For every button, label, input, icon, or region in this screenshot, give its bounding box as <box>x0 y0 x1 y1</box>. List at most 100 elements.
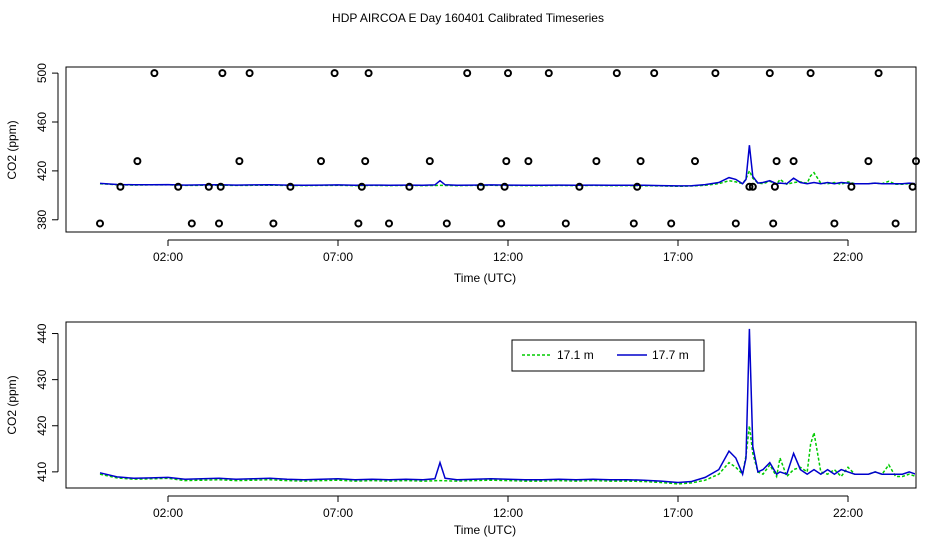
flag-point <box>633 182 642 191</box>
flag-point <box>215 219 223 228</box>
x-tick-label: 17:00 <box>663 250 693 264</box>
flag-point <box>847 182 856 191</box>
panel-bottom: 02:00 07:00 12:00 17:00 22:00 410 420 430 440 T… <box>5 321 917 537</box>
flag-point <box>357 182 366 191</box>
flag-point <box>150 69 159 78</box>
flag-point <box>463 69 472 78</box>
flag-point <box>769 219 778 228</box>
flag-point <box>364 69 373 78</box>
flag-point <box>524 157 533 166</box>
x-tick-label: 02:00 <box>153 250 183 264</box>
flag-point <box>425 157 434 166</box>
legend-label-17-1m: 17.1 m <box>557 348 594 362</box>
flag-point <box>204 182 213 191</box>
y-axis-title-bottom: CO2 (ppm) <box>5 375 19 434</box>
flag-point <box>502 157 511 166</box>
y-axis-top: 380 420 460 500 <box>35 63 59 230</box>
flag-point <box>286 182 295 191</box>
x-axis-title-top: Time (UTC) <box>454 271 516 285</box>
flag-point <box>667 219 676 228</box>
flag-point <box>789 157 798 166</box>
flag-point <box>218 69 227 78</box>
y-axis-title-top: CO2 (ppm) <box>5 120 19 179</box>
chart-title: HDP AIRCOA E Day 160401 Calibrated Times… <box>332 11 604 25</box>
flag-point <box>731 219 740 228</box>
flag-point <box>874 69 883 78</box>
flag-points-group <box>96 69 920 228</box>
flag-point <box>891 219 900 228</box>
flag-point <box>544 69 553 78</box>
x-axis-title-bottom: Time (UTC) <box>454 523 516 537</box>
series-group-top <box>99 145 915 188</box>
x-tick-label: 12:00 <box>493 250 523 264</box>
flag-point <box>133 157 142 166</box>
x-tick-label: 02:00 <box>153 506 183 520</box>
x-tick-label: 07:00 <box>323 506 353 520</box>
flag-point <box>442 219 451 228</box>
y-tick-label: 500 <box>35 63 49 83</box>
y-tick-label: 460 <box>35 112 49 132</box>
x-axis-bottom: 02:00 07:00 12:00 17:00 22:00 <box>153 495 863 520</box>
flag-point <box>612 69 621 78</box>
flag-point <box>116 182 125 191</box>
flag-point <box>748 182 757 191</box>
flag-point <box>864 157 873 166</box>
flag-point <box>405 182 414 191</box>
flag-point <box>908 182 917 191</box>
flag-point <box>636 157 645 166</box>
flag-point <box>500 182 509 191</box>
flag-point <box>765 69 774 78</box>
flag-point <box>770 182 779 191</box>
flag-point <box>385 219 393 228</box>
plot-frame-bottom <box>65 321 917 489</box>
flag-point <box>711 69 720 78</box>
flag-point <box>96 219 104 228</box>
flag-point <box>691 157 699 166</box>
x-tick-label: 22:00 <box>833 506 863 520</box>
legend-box <box>511 339 705 372</box>
flag-point <box>317 157 325 166</box>
x-tick-label: 22:00 <box>833 250 863 264</box>
flag-point <box>245 69 254 78</box>
plot-frame-top <box>65 66 917 233</box>
flag-point <box>187 219 196 228</box>
y-tick-label: 420 <box>35 161 49 181</box>
y-tick-label: 430 <box>35 369 49 389</box>
flag-point <box>830 219 839 228</box>
legend-label-17-7m: 17.7 m <box>652 348 689 362</box>
flag-point <box>650 69 659 78</box>
flag-point <box>361 157 370 166</box>
flag-point <box>745 182 754 191</box>
series-line-17-1-m <box>99 425 915 485</box>
series-line-17-7-m <box>99 145 915 187</box>
x-axis-top: 02:00 07:00 12:00 17:00 22:00 <box>153 239 863 264</box>
flag-point <box>216 182 225 191</box>
y-tick-label: 380 <box>35 209 49 229</box>
x-tick-label: 07:00 <box>323 250 353 264</box>
flag-point <box>592 157 601 166</box>
flag-point <box>354 219 363 228</box>
flag-point <box>497 219 506 228</box>
flag-point <box>575 182 584 191</box>
flag-point <box>561 219 570 228</box>
flag-point <box>476 182 485 191</box>
y-tick-label: 410 <box>35 462 49 482</box>
flag-point <box>772 157 781 166</box>
flag-point <box>269 219 278 228</box>
x-tick-label: 17:00 <box>663 506 693 520</box>
x-tick-label: 12:00 <box>493 506 523 520</box>
series-group-bottom <box>99 328 915 485</box>
flag-point <box>806 69 815 78</box>
y-tick-label: 420 <box>35 415 49 435</box>
flag-point <box>235 157 244 166</box>
y-tick-label: 440 <box>35 323 49 343</box>
flag-point <box>912 157 920 166</box>
flag-point <box>174 182 183 191</box>
series-line-17-7-m <box>99 328 915 484</box>
legend: 17.1 m 17.7 m <box>511 339 705 372</box>
flag-point <box>330 69 339 78</box>
panel-top: 02:00 07:00 12:00 17:00 22:00 380 420 460 500 T… <box>5 63 920 285</box>
y-axis-bottom: 410 420 430 440 <box>35 323 59 482</box>
